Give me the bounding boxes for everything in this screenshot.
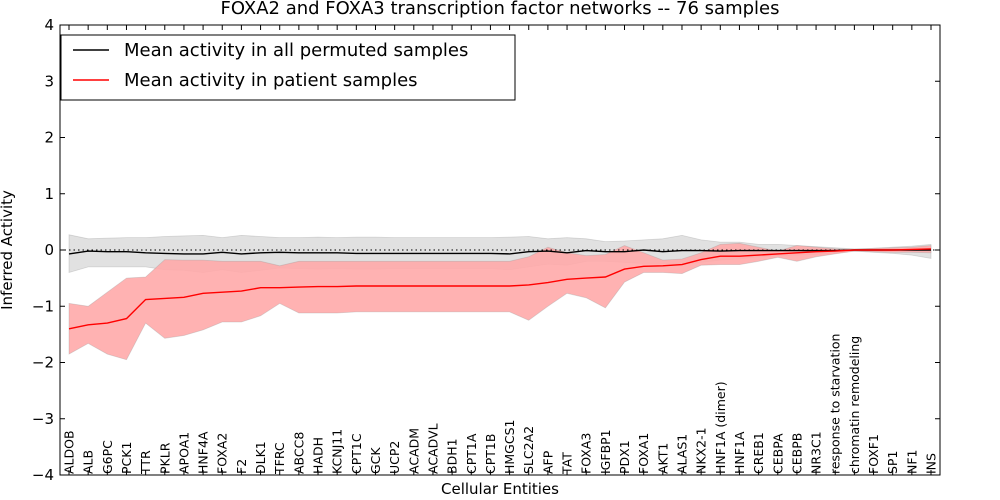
plot-area: −4 −3 −2 −1 0 1 2 3 4 ALDOB ALB G6PC PCK1 TTR PKLR APOA… [32, 16, 941, 484]
y-tick-label: 0 [44, 241, 54, 259]
x-tick-label: GCK [368, 447, 383, 474]
y-axis-label: Inferred Activity [0, 190, 16, 310]
y-tick-label: 2 [44, 129, 54, 147]
x-tick-label: CEBPA [770, 433, 785, 474]
y-tick-label: −4 [32, 466, 54, 484]
x-tick-label: DLK1 [253, 441, 268, 474]
y-tick-label: 1 [44, 185, 54, 203]
x-tick-label: INS [924, 453, 939, 474]
x-tick-label: PKLR [157, 442, 172, 474]
y-tick-label: 4 [44, 16, 54, 34]
x-tick-label: HMGCS1 [502, 420, 517, 475]
chart-title: FOXA2 and FOXA3 transcription factor net… [221, 0, 780, 19]
x-tick-label: G6PC [100, 440, 115, 474]
x-tick-label: chromatin remodeling [847, 336, 862, 474]
x-tick-label: TTR [138, 450, 153, 475]
x-tick-label: UCP2 [387, 441, 402, 474]
x-tick-label: CREB1 [751, 432, 766, 474]
x-tick-label: HNF4A [196, 431, 211, 474]
x-tick-label: ALAS1 [675, 434, 690, 474]
x-tick-label: ACADM [406, 428, 421, 474]
x-tick-label: CPT1C [349, 433, 364, 474]
legend-label: Mean activity in all permuted samples [124, 40, 468, 61]
legend-box [60, 34, 516, 101]
x-tick-label: PDX1 [617, 440, 632, 474]
x-tick-label: AKT1 [655, 443, 670, 474]
permuted-mean-line [68, 249, 931, 255]
x-tick-label: FOXF1 [866, 434, 881, 474]
x-tick-label: APOA1 [176, 432, 191, 474]
x-tick-label: FOXA1 [636, 433, 651, 474]
patient-mean-line [68, 248, 932, 330]
y-tick-label: −3 [32, 410, 54, 428]
x-tick-label: NKX2-1 [694, 427, 709, 474]
x-tick-label: CPT1A [464, 433, 479, 474]
patient-band [68, 242, 932, 361]
y-tick-label: 3 [44, 72, 54, 90]
x-tick-label: ACADVL [426, 423, 441, 474]
x-tick-label: SP1 [885, 451, 900, 474]
x-tick-label: HNF1A (dimer) [713, 381, 728, 474]
x-tick-label: ALDOB [62, 430, 77, 474]
x-tick-label: response to starvation [828, 334, 843, 475]
x-tick-label: SLC2A2 [521, 426, 536, 474]
x-axis-label: Cellular Entities [441, 480, 559, 498]
x-tick-label: PCK1 [119, 442, 134, 474]
x-tick-label: CEBPB [789, 433, 804, 474]
x-tick-label: CPT1B [483, 434, 498, 474]
x-tick-label: ALB [81, 450, 96, 474]
x-tick-label: AFP [540, 450, 555, 474]
x-tick-label: BDH1 [445, 438, 460, 474]
x-tick-label: HNF1A [732, 431, 747, 474]
x-tick-label: IGFBP1 [598, 429, 613, 474]
x-tick-label: KCNJ11 [330, 429, 345, 474]
legend-label: Mean activity in patient samples [124, 70, 418, 91]
y-tick-label: −1 [32, 297, 54, 315]
x-tick-label: TFRC [272, 442, 287, 475]
x-tick-label: FOXA2 [215, 433, 230, 474]
y-tick-label: −2 [32, 354, 54, 372]
x-tick-label: TAT [560, 452, 575, 475]
x-tick-label: ABCC8 [291, 432, 306, 474]
x-tick-label: FOXA3 [579, 433, 594, 474]
x-tick-label: NR3C1 [809, 431, 824, 474]
x-tick-label: NF1 [904, 450, 919, 475]
x-tick-label: HADH [311, 437, 326, 474]
x-tick-label: F2 [234, 459, 249, 474]
